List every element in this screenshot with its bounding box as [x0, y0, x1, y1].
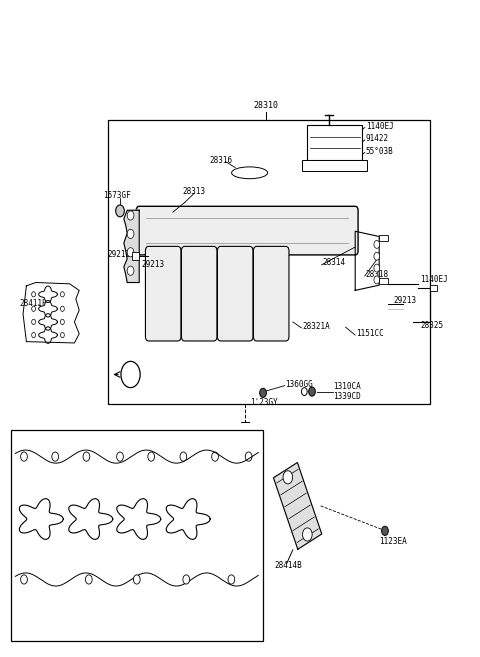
Text: 1360GG: 1360GG: [178, 595, 202, 600]
Circle shape: [228, 575, 235, 584]
Polygon shape: [166, 499, 210, 539]
Circle shape: [183, 575, 190, 584]
Ellipse shape: [232, 167, 268, 179]
Circle shape: [374, 240, 380, 248]
Text: 1140EJ: 1140EJ: [420, 275, 448, 284]
Circle shape: [85, 575, 92, 584]
Circle shape: [21, 452, 27, 461]
Text: 1339CD: 1339CD: [20, 595, 44, 600]
Circle shape: [32, 292, 36, 297]
FancyBboxPatch shape: [217, 246, 253, 341]
Circle shape: [133, 575, 140, 584]
Text: 28314: 28314: [323, 258, 346, 267]
Circle shape: [127, 266, 134, 275]
Text: 1339CD: 1339CD: [178, 603, 202, 609]
Circle shape: [302, 528, 312, 541]
Circle shape: [127, 248, 134, 257]
Text: 1'23GY: 1'23GY: [251, 398, 278, 407]
Text: 1151CC: 1151CC: [356, 329, 384, 338]
Bar: [430, 285, 437, 291]
Circle shape: [148, 452, 155, 461]
FancyBboxPatch shape: [136, 206, 358, 255]
Text: 1123GY: 1123GY: [20, 586, 44, 592]
Bar: [108, 120, 430, 404]
Text: 1310CA: 1310CA: [334, 382, 361, 391]
Circle shape: [127, 211, 134, 220]
Bar: [379, 235, 388, 241]
Text: 28321A: 28321A: [302, 322, 330, 331]
Polygon shape: [39, 286, 58, 303]
Circle shape: [117, 452, 123, 461]
Text: 28313: 28313: [182, 187, 205, 196]
Text: 28316: 28316: [209, 156, 232, 165]
Polygon shape: [39, 313, 58, 330]
Bar: [11, 430, 263, 641]
FancyBboxPatch shape: [145, 246, 181, 341]
Circle shape: [245, 452, 252, 461]
Circle shape: [283, 470, 293, 484]
Circle shape: [21, 575, 27, 584]
Text: 1123GY: 1123GY: [127, 586, 151, 592]
Text: 28414B: 28414B: [275, 560, 302, 570]
Circle shape: [374, 252, 380, 260]
Polygon shape: [124, 210, 139, 283]
Circle shape: [60, 292, 64, 297]
Polygon shape: [69, 499, 113, 539]
Text: 1140EJ: 1140EJ: [366, 122, 394, 131]
Text: 1339CD: 1339CD: [127, 595, 151, 600]
Circle shape: [60, 332, 64, 338]
Text: 29213: 29213: [142, 260, 165, 269]
Text: 29212B: 29212B: [108, 250, 135, 259]
Circle shape: [309, 387, 315, 396]
Polygon shape: [19, 499, 63, 539]
Text: 28325: 28325: [420, 321, 443, 330]
Text: 29213: 29213: [394, 296, 417, 305]
Text: 28310: 28310: [254, 101, 279, 110]
Circle shape: [116, 205, 124, 217]
Circle shape: [260, 388, 266, 397]
Circle shape: [60, 319, 64, 325]
FancyBboxPatch shape: [181, 246, 217, 341]
Text: 1573GF: 1573GF: [103, 191, 131, 200]
Circle shape: [212, 452, 218, 461]
Bar: [307, 125, 362, 160]
Text: 55°03B: 55°03B: [366, 147, 394, 156]
Polygon shape: [39, 327, 58, 344]
Circle shape: [127, 229, 134, 238]
Circle shape: [374, 276, 380, 284]
Text: 1310DA: 1310DA: [178, 586, 202, 592]
Text: 91422: 91422: [366, 134, 389, 143]
Circle shape: [60, 306, 64, 311]
Text: 1339CD: 1339CD: [78, 595, 102, 600]
Polygon shape: [274, 463, 322, 549]
Bar: [379, 278, 388, 284]
Circle shape: [83, 452, 90, 461]
Circle shape: [374, 264, 380, 272]
Circle shape: [382, 526, 388, 535]
Circle shape: [52, 452, 59, 461]
Text: VIEW A: VIEW A: [19, 442, 54, 451]
Circle shape: [121, 361, 140, 388]
Text: 1339CD: 1339CD: [334, 392, 361, 401]
Polygon shape: [117, 499, 161, 539]
Text: 1360GG: 1360GG: [286, 380, 313, 389]
Polygon shape: [39, 300, 58, 317]
Text: 1123EA: 1123EA: [379, 537, 407, 547]
Text: 28411B: 28411B: [19, 299, 47, 308]
Text: A: A: [128, 369, 133, 380]
FancyBboxPatch shape: [253, 246, 289, 341]
Text: 1123GY: 1123GY: [78, 586, 102, 592]
Circle shape: [32, 332, 36, 338]
Text: 1310DA/1360GG/1339CD: 1310DA/1360GG/1339CD: [74, 438, 167, 447]
Bar: [132, 252, 139, 260]
Circle shape: [180, 452, 187, 461]
Bar: [302, 160, 367, 171]
Circle shape: [301, 388, 307, 396]
Circle shape: [32, 319, 36, 325]
Text: 28318: 28318: [366, 270, 389, 279]
Circle shape: [32, 306, 36, 311]
